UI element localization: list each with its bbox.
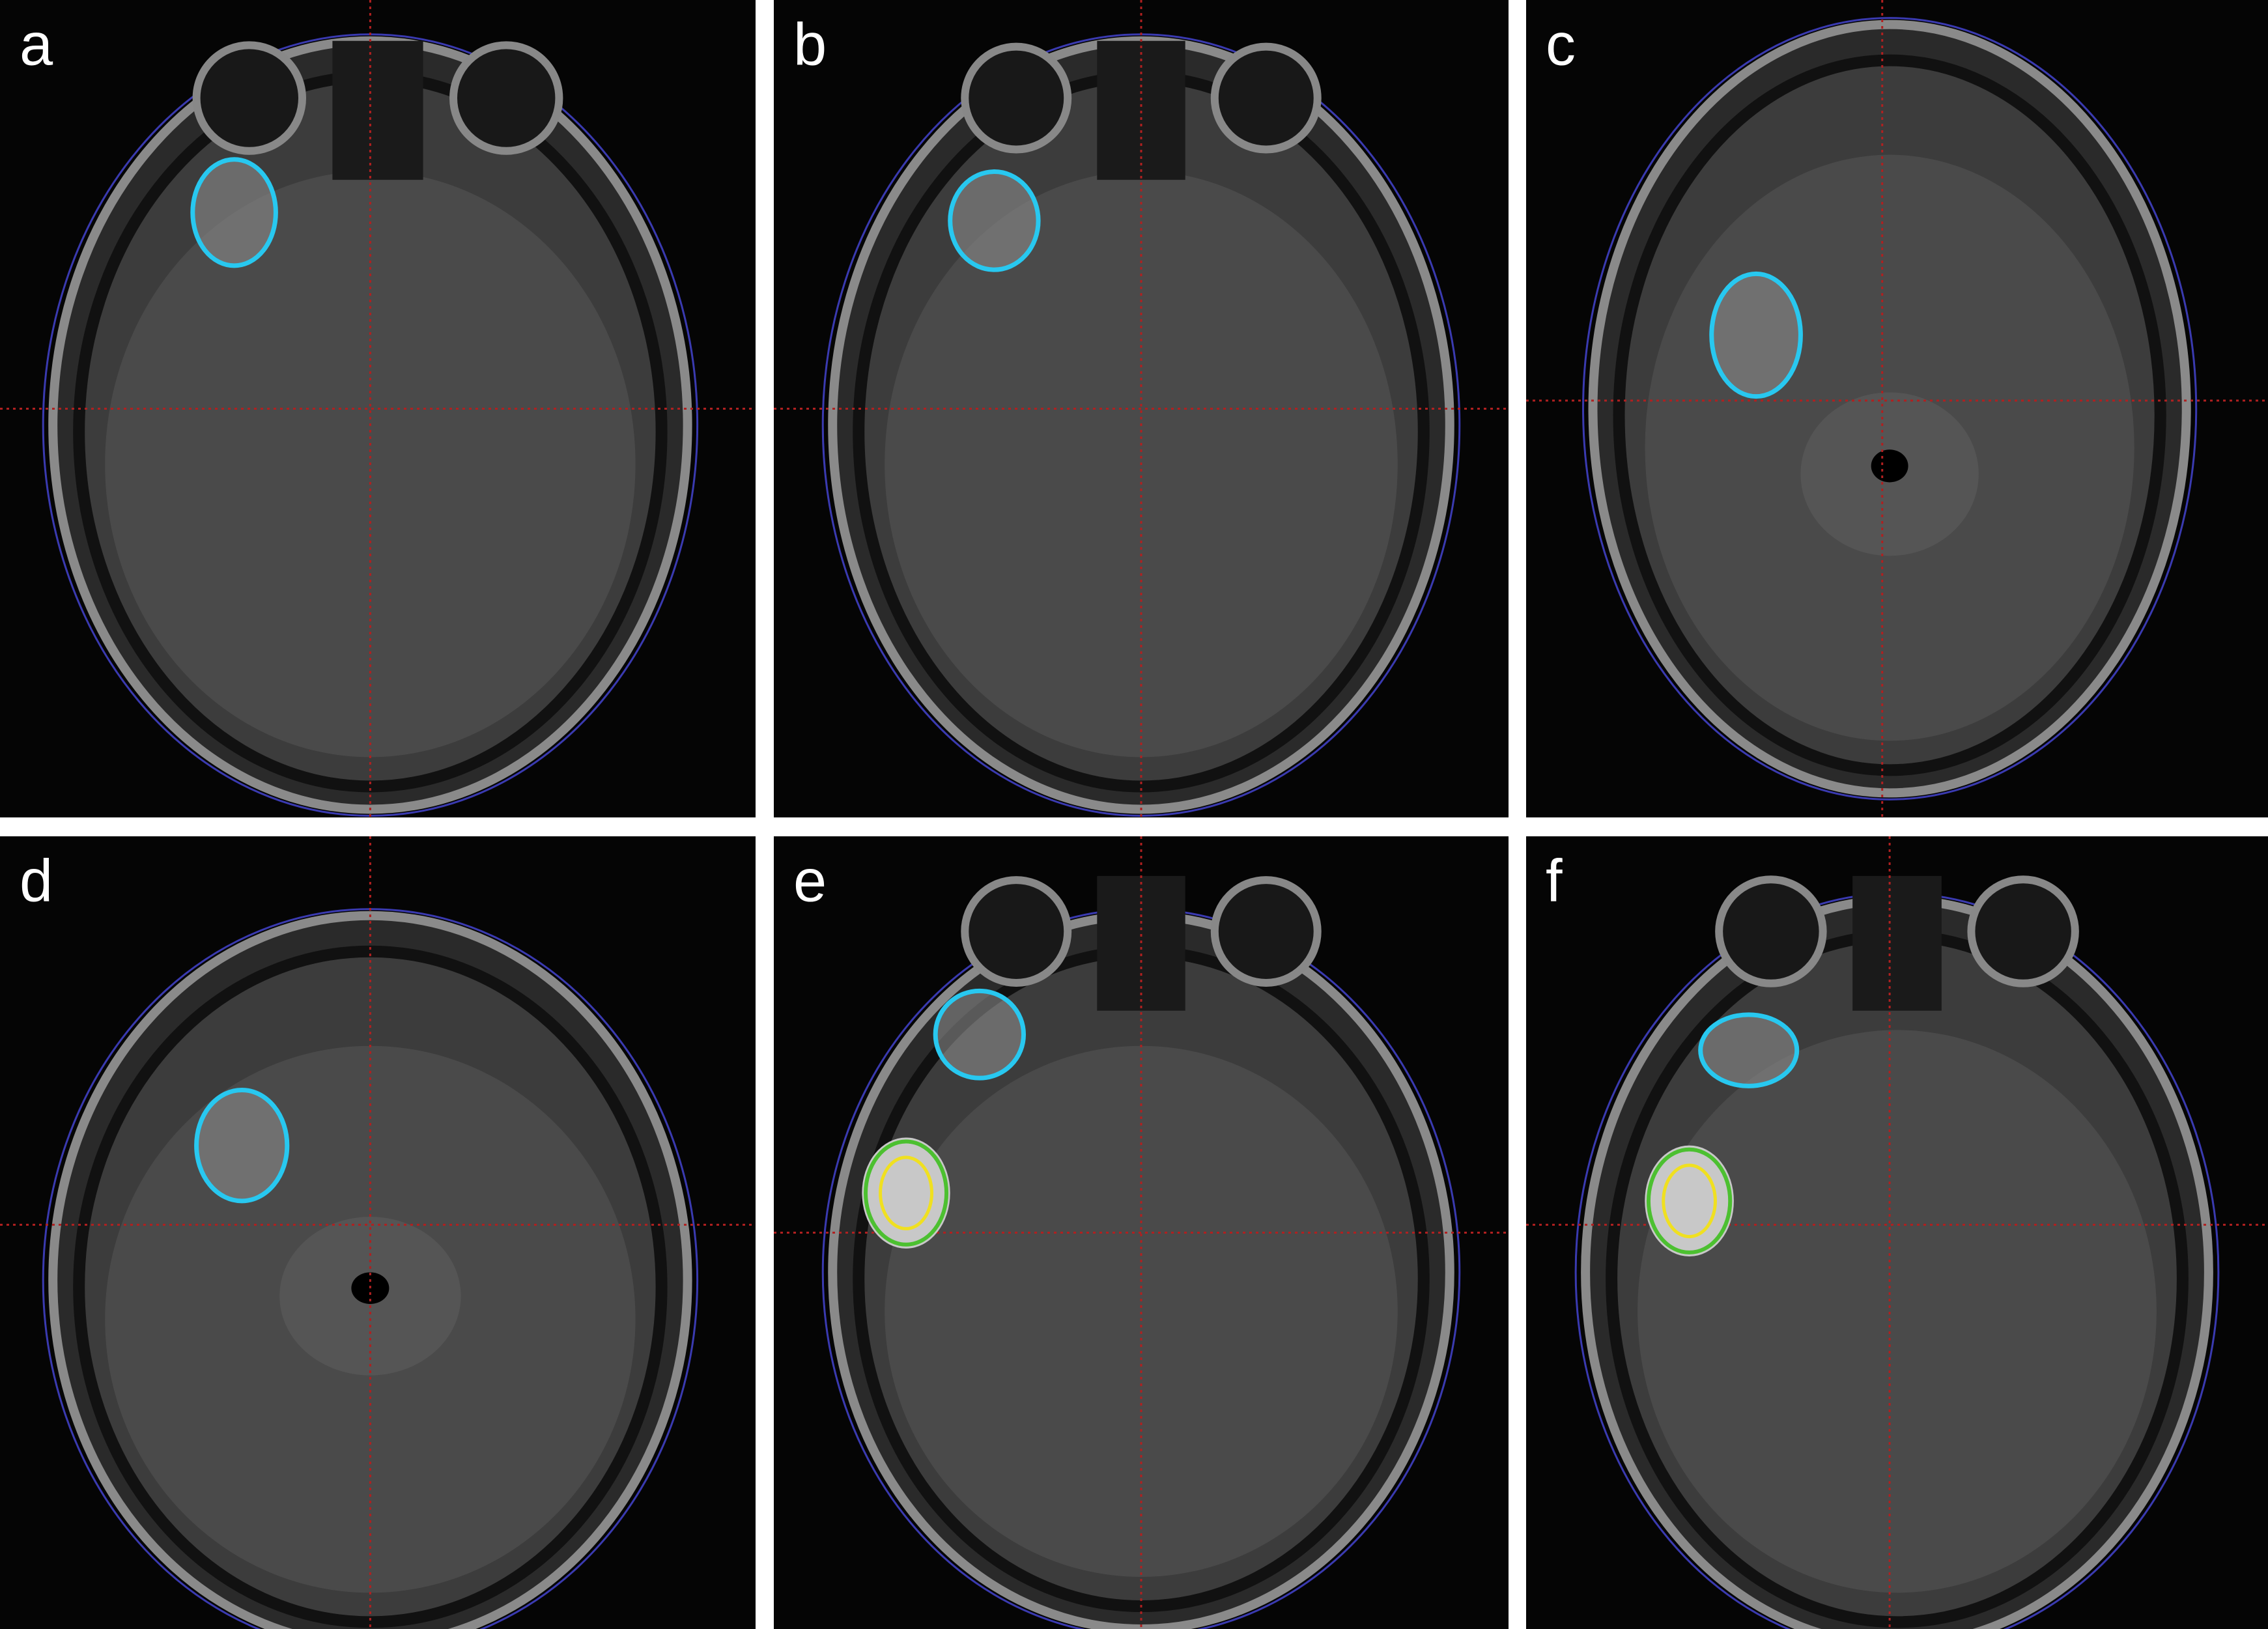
panel-label: c (1546, 11, 1576, 78)
eye (1715, 875, 1827, 987)
green-contour (1646, 1147, 1733, 1254)
tumor-region (192, 159, 276, 266)
nasal-cavity (332, 40, 423, 180)
eye (449, 41, 563, 155)
brain (885, 1045, 1398, 1577)
eye (961, 42, 1072, 154)
scan-panel: e (774, 836, 1509, 1629)
scan-panel: f (1526, 836, 2268, 1629)
scan-panel: b (774, 0, 1509, 817)
tumor-region (935, 991, 1024, 1079)
tumor-region (1711, 274, 1801, 397)
lesion (862, 1137, 950, 1249)
tumor-region (1700, 1014, 1797, 1086)
fourth-ventricle (1871, 449, 1908, 483)
nasal-cavity (1097, 40, 1185, 180)
cyan-contour (1709, 271, 1803, 399)
panel-label: f (1546, 847, 1563, 914)
cyan-contour (948, 169, 1041, 272)
tumor-region (196, 1090, 287, 1201)
tumor-region (950, 171, 1039, 270)
yellow-contour (879, 1155, 934, 1230)
yellow-contour (1662, 1163, 1717, 1239)
scan-panel: a (0, 0, 756, 817)
cyan-contour (194, 1087, 290, 1204)
panel-label: d (20, 847, 53, 914)
eye (1967, 875, 2079, 987)
contour-outline (1582, 17, 2198, 800)
eye (192, 41, 306, 155)
green-contour (864, 1139, 949, 1247)
lesion (1645, 1145, 1734, 1257)
panel-label: b (793, 11, 827, 78)
eye (1210, 42, 1322, 154)
eye (1210, 876, 1322, 987)
panel-label: a (20, 11, 53, 78)
eye (961, 876, 1072, 987)
cyan-contour (933, 988, 1027, 1081)
cyan-contour (1698, 1012, 1800, 1088)
cyan-contour (190, 157, 278, 268)
scan-panel: c (1526, 0, 2268, 817)
nasal-cavity (1852, 875, 1942, 1011)
panel-label: e (793, 847, 827, 914)
scan-panel: d (0, 836, 756, 1629)
brain (1637, 1030, 2157, 1593)
